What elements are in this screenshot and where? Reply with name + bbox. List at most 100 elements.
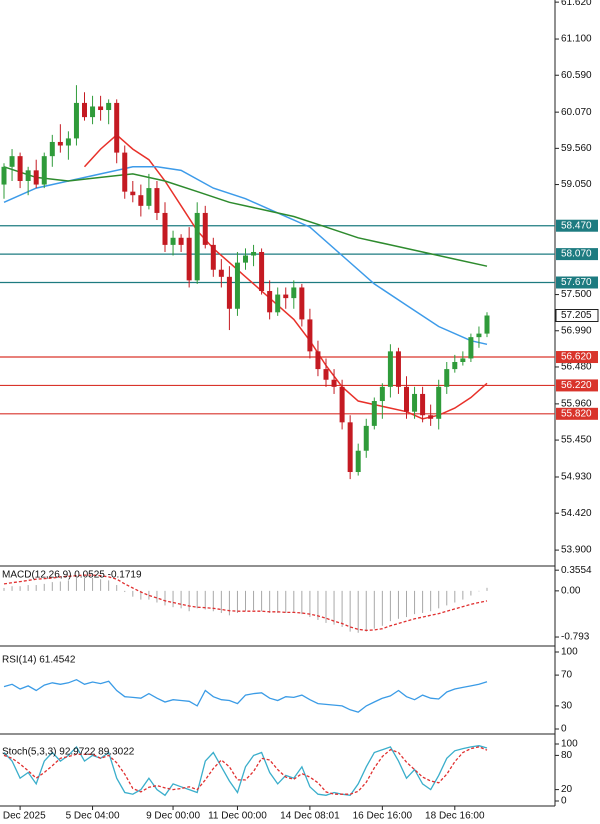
candle-body	[170, 237, 176, 245]
candle-body	[138, 195, 144, 206]
candle-body	[243, 255, 248, 263]
last-price-label: 57.205	[561, 310, 592, 321]
candle-body	[122, 152, 128, 192]
candle-body	[379, 386, 385, 402]
macd-bar	[148, 590, 150, 600]
macd-bar	[43, 583, 45, 591]
macd-bar	[67, 580, 69, 591]
macd-bar	[349, 590, 351, 632]
level-label-box	[556, 248, 598, 261]
candle-body	[162, 212, 168, 245]
candle-body	[98, 106, 104, 111]
macd-bar	[406, 590, 407, 618]
candle-body	[33, 170, 39, 185]
candle-body	[420, 393, 426, 416]
level-label: 58.470	[561, 220, 592, 231]
y-tick-label: 60.590	[561, 70, 592, 81]
x-tick-label: 11 Dec 00:00	[208, 811, 267, 822]
candle-body	[25, 170, 31, 181]
y-tick-label: 0.3554	[561, 565, 592, 576]
macd-bar	[397, 590, 399, 619]
macd-bar	[220, 590, 222, 613]
macd-bar	[333, 590, 335, 625]
candle-body	[452, 361, 458, 370]
candle-body	[291, 287, 297, 299]
macd-bar	[51, 582, 53, 591]
candle-body	[90, 106, 96, 118]
moving-average	[83, 133, 488, 420]
y-tick-label: 20	[561, 784, 573, 795]
level-label: 57.670	[561, 277, 592, 288]
candle-body	[9, 156, 15, 167]
y-tick-label: 56.990	[561, 325, 592, 336]
macd-bar	[27, 585, 29, 591]
macd-bar	[454, 590, 456, 603]
indicator-line	[3, 746, 488, 795]
candle-body	[194, 212, 200, 281]
y-tick-label: 59.050	[561, 179, 592, 190]
candle-body	[363, 425, 369, 451]
candle-body	[146, 188, 152, 206]
indicator-title: Stoch(5,3,3) 92.9722 89.3022	[2, 747, 135, 758]
macd-bar	[325, 590, 327, 623]
macd-bar	[462, 590, 464, 600]
macd-bar	[277, 590, 279, 613]
candle-body	[331, 379, 337, 387]
candle-body	[307, 319, 313, 352]
y-tick-label: 30	[561, 701, 573, 712]
macd-bar	[132, 590, 134, 597]
candle-body	[355, 450, 361, 473]
macd-bar	[422, 590, 424, 613]
candle-body	[347, 422, 353, 473]
macd-bar	[446, 590, 448, 606]
macd-bar	[301, 590, 303, 615]
candle-body	[444, 369, 450, 387]
level-label: 56.220	[561, 380, 592, 391]
y-tick-label: 55.450	[561, 435, 592, 446]
macd-bar	[381, 590, 383, 626]
candle-body	[371, 401, 377, 426]
macd-bar	[124, 590, 126, 593]
macd-bar	[108, 580, 110, 591]
y-tick-label: 100	[561, 647, 578, 658]
x-tick-label: 18 Dec 16:00	[425, 811, 485, 822]
candle-body	[460, 358, 466, 362]
candle-body	[428, 415, 434, 419]
macd-bar	[486, 587, 488, 591]
macd-bar	[414, 590, 416, 615]
macd-bar	[430, 590, 432, 612]
candle-body	[323, 369, 329, 380]
macd-bar	[269, 590, 271, 613]
macd-bar	[285, 590, 287, 613]
candle-body	[73, 102, 79, 139]
candle-body	[275, 294, 281, 313]
macd-bar	[365, 590, 367, 632]
macd-bar	[478, 590, 480, 592]
candle-body	[226, 276, 232, 309]
macd-bar	[3, 587, 5, 591]
candle-body	[65, 138, 71, 146]
macd-bar	[172, 590, 174, 608]
macd-bar	[35, 585, 37, 591]
macd-bar	[116, 585, 118, 591]
candle-body	[178, 237, 184, 245]
last-price-box	[555, 309, 599, 323]
indicator-title: MACD(12,26,9) 0.0525 -0.1719	[2, 570, 142, 581]
x-tick-label: 9 Dec 00:00	[146, 811, 200, 822]
moving-average	[3, 166, 488, 267]
level-label-box	[556, 219, 598, 232]
indicator-title: RSI(14) 61.4542	[2, 655, 76, 666]
candle-body	[154, 188, 160, 213]
macd-bar	[75, 578, 77, 591]
macd-bar	[100, 579, 102, 591]
macd-bar	[309, 590, 311, 618]
y-tick-label: 57.500	[561, 289, 592, 300]
level-label-box	[556, 276, 598, 289]
candle-body	[299, 287, 305, 320]
y-tick-label: 59.560	[561, 143, 592, 154]
macd-bar	[470, 590, 472, 596]
candle-body	[387, 351, 393, 387]
y-tick-label: 56.480	[561, 362, 592, 373]
candle-body	[218, 269, 224, 277]
